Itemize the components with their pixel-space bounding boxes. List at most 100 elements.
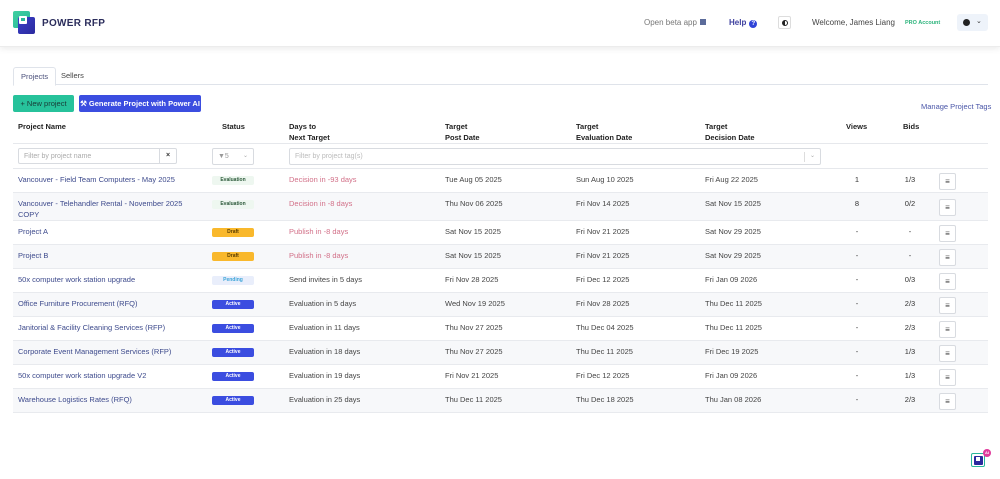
user-menu-button[interactable]: ⌄ xyxy=(957,14,988,31)
target-post-date: Sat Nov 15 2025 xyxy=(445,227,501,236)
days-to-next-target: Evaluation in 11 days xyxy=(289,323,360,332)
tab-projects[interactable]: Projects xyxy=(13,67,57,86)
target-evaluation-date: Fri Dec 12 2025 xyxy=(576,275,630,284)
row-actions-menu-button[interactable]: ≡ xyxy=(939,297,956,314)
row-actions-menu-button[interactable]: ≡ xyxy=(939,173,956,190)
views-count: - xyxy=(855,347,859,356)
days-to-next-target: Publish in -8 days xyxy=(289,227,349,236)
project-name-link[interactable]: Project A xyxy=(18,227,49,236)
bids-count: - xyxy=(908,251,912,260)
table-row: 50x computer work station upgrade V2 Acti… xyxy=(13,365,988,389)
target-evaluation-date: Fri Nov 21 2025 xyxy=(576,251,630,260)
table-row: Project B Draft Publish in -8 days Sat Nov … xyxy=(13,245,988,269)
header-line: Next Target xyxy=(289,133,330,142)
target-evaluation-date: Thu Dec 18 2025 xyxy=(576,395,634,404)
project-name-link[interactable]: 50x computer work station upgrade V2 xyxy=(18,371,147,380)
column-header-bids[interactable]: Bids xyxy=(903,122,920,131)
bids-count: 1/3 xyxy=(904,347,916,356)
target-post-date: Thu Nov 27 2025 xyxy=(445,323,503,332)
row-actions-menu-button[interactable]: ≡ xyxy=(939,321,956,338)
target-evaluation-date: Sun Aug 10 2025 xyxy=(576,175,634,184)
manage-project-tags-link[interactable]: Manage Project Tags xyxy=(921,102,992,111)
column-header-status[interactable]: Status xyxy=(222,122,245,131)
table-row: 50x computer work station upgrade Pending… xyxy=(13,269,988,293)
status-badge: Draft xyxy=(212,228,254,237)
row-actions-menu-button[interactable]: ≡ xyxy=(939,199,956,216)
bids-count: 2/3 xyxy=(904,323,916,332)
help-label: Help xyxy=(729,18,747,27)
row-actions-menu-button[interactable]: ≡ xyxy=(939,249,956,266)
status-badge: Active xyxy=(212,348,254,357)
status-filter-value: ▼5 xyxy=(218,153,229,160)
target-evaluation-date: Fri Nov 28 2025 xyxy=(576,299,630,308)
ai-badge: AI xyxy=(983,449,991,457)
column-header-decision-date[interactable]: Target Decision Date xyxy=(705,121,755,143)
clear-filter-button[interactable]: × xyxy=(160,148,177,164)
views-count: - xyxy=(855,395,859,404)
project-name-link[interactable]: Office Furniture Procurement (RFQ) xyxy=(18,299,138,308)
project-name-link[interactable]: Warehouse Logistics Rates (RFQ) xyxy=(18,395,132,404)
target-post-date: Fri Nov 28 2025 xyxy=(445,275,499,284)
target-decision-date: Sat Nov 29 2025 xyxy=(705,227,761,236)
days-to-next-target: Send invites in 5 days xyxy=(289,275,362,284)
status-badge: Active xyxy=(212,324,254,333)
bids-count: - xyxy=(908,227,912,236)
views-count: 1 xyxy=(854,175,860,184)
views-count: - xyxy=(855,323,859,332)
column-header-evaluation-date[interactable]: Target Evaluation Date xyxy=(576,121,632,143)
target-decision-date: Thu Dec 11 2025 xyxy=(705,299,762,308)
project-name-link[interactable]: Project B xyxy=(18,251,49,260)
row-actions-menu-button[interactable]: ≡ xyxy=(939,273,956,290)
target-post-date: Thu Dec 11 2025 xyxy=(445,395,502,404)
bids-count: 1/3 xyxy=(904,371,916,380)
column-header-views[interactable]: Views xyxy=(846,122,868,131)
header-line: Target xyxy=(705,122,728,131)
hamburger-menu-icon: ≡ xyxy=(945,325,950,334)
new-project-button[interactable]: + New project xyxy=(13,95,74,112)
column-header-project-name[interactable]: Project Name xyxy=(18,122,66,131)
project-name-link[interactable]: Corporate Event Management Services (RFP… xyxy=(18,347,172,356)
bids-count: 0/3 xyxy=(904,275,916,284)
header-line: Evaluation Date xyxy=(576,133,633,142)
power-ai-assistant-button[interactable]: AI xyxy=(971,449,991,468)
generate-ai-project-button[interactable]: ⚒ Generate Project with Power AI xyxy=(79,95,201,112)
row-actions-menu-button[interactable]: ≡ xyxy=(939,225,956,242)
theme-toggle-button[interactable] xyxy=(778,16,791,29)
header-line: Decision Date xyxy=(705,133,755,142)
user-avatar-icon xyxy=(963,19,970,26)
bids-count: 0/2 xyxy=(904,199,916,208)
table-row: Janitorial & Facility Cleaning Services … xyxy=(13,317,988,341)
status-badge: Draft xyxy=(212,252,254,261)
divider xyxy=(804,152,805,162)
bids-count: 2/3 xyxy=(904,395,916,404)
open-beta-app-label: Open beta app xyxy=(644,18,697,27)
project-name-link[interactable]: Vancouver - Field Team Computers - May 2… xyxy=(18,175,175,184)
target-decision-date: Thu Jan 08 2026 xyxy=(705,395,762,404)
help-link[interactable]: Help? xyxy=(729,18,758,28)
project-name-link[interactable]: Vancouver - Telehandler Rental - Novembe… xyxy=(18,199,183,219)
target-decision-date: Thu Dec 11 2025 xyxy=(705,323,762,332)
row-actions-menu-button[interactable]: ≡ xyxy=(939,369,956,386)
chevron-down-icon: ⌄ xyxy=(976,18,982,25)
days-to-next-target: Evaluation in 25 days xyxy=(289,395,361,404)
views-count: - xyxy=(855,227,859,236)
brand-name[interactable]: POWER RFP xyxy=(42,18,106,29)
top-navbar: POWER RFP Open beta app Help? Welcome, J… xyxy=(0,0,1000,47)
project-name-link[interactable]: 50x computer work station upgrade xyxy=(18,275,136,284)
project-tags-filter-select[interactable]: Filter by project tag(s) ⌄ xyxy=(289,148,821,165)
target-decision-date: Sat Nov 15 2025 xyxy=(705,199,761,208)
tab-sellers[interactable]: Sellers xyxy=(61,71,84,80)
status-filter-select[interactable]: ▼5 ⌄ xyxy=(212,148,254,165)
project-name-filter-input[interactable]: Filter by project name xyxy=(18,148,160,164)
question-circle-icon: ? xyxy=(749,20,758,28)
power-rfp-logo-icon[interactable] xyxy=(13,11,35,34)
column-header-post-date[interactable]: Target Post Date xyxy=(445,121,480,143)
target-evaluation-date: Thu Dec 11 2025 xyxy=(576,347,633,356)
open-beta-app-link[interactable]: Open beta app xyxy=(644,18,706,27)
bids-count: 1/3 xyxy=(904,175,916,184)
row-actions-menu-button[interactable]: ≡ xyxy=(939,393,956,410)
status-badge: Active xyxy=(212,372,254,381)
project-name-link[interactable]: Janitorial & Facility Cleaning Services … xyxy=(18,323,166,332)
row-actions-menu-button[interactable]: ≡ xyxy=(939,345,956,362)
column-header-days[interactable]: Days to Next Target xyxy=(289,121,330,143)
